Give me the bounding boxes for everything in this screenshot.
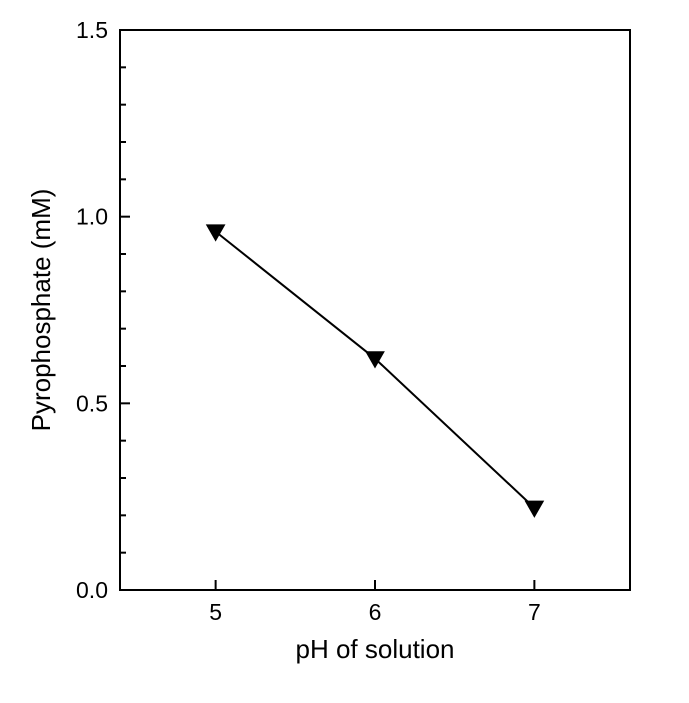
x-tick-label: 5 (209, 599, 222, 625)
y-tick-label: 1.0 (76, 204, 108, 230)
chart-container: 5 6 7 0.0 0.5 1.0 1.5 pH of solution Pyrophospha… (0, 0, 689, 703)
y-axis-label: Pyrophosphate (mM) (26, 189, 56, 432)
x-axis-label: pH of solution (296, 634, 455, 664)
y-tick-label: 0.0 (76, 577, 108, 603)
x-tick-label: 6 (369, 599, 382, 625)
marker-triangle-down-icon (207, 225, 225, 241)
y-tick-label: 0.5 (76, 390, 108, 416)
y-tick-label: 1.5 (76, 17, 108, 43)
series-line-pyrophosphate-vs-ph (216, 232, 535, 508)
x-tick-label: 7 (528, 599, 541, 625)
marker-triangle-down-icon (525, 501, 543, 517)
plot-border (120, 30, 630, 590)
chart-svg: 5 6 7 0.0 0.5 1.0 1.5 pH of solution Pyrophospha… (0, 0, 689, 703)
